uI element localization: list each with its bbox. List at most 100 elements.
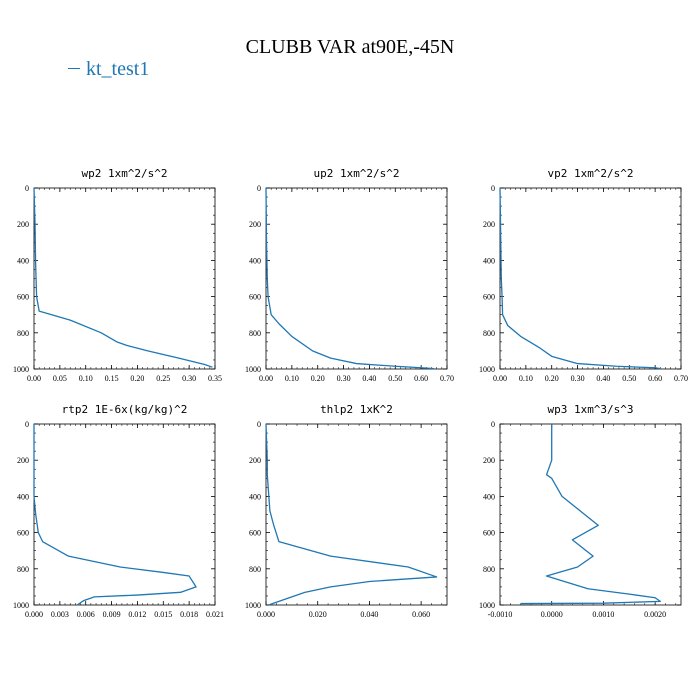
x-tick-label: 0.05 bbox=[53, 374, 67, 383]
y-tick-label: 200 bbox=[483, 220, 495, 229]
plot-frame bbox=[33, 187, 216, 370]
x-tick-label: 0.003 bbox=[51, 610, 69, 619]
x-tick-label: 0.0000 bbox=[541, 610, 563, 619]
page-title: CLUBB VAR at90E,-45N bbox=[245, 36, 455, 58]
x-tick-label: 0.021 bbox=[206, 610, 224, 619]
x-tick-label: -0.0010 bbox=[488, 610, 513, 619]
chart-panel-6: wp3 1xm^3/s^3 0 200 400 600 800 1000-0.0010 0.0… bbox=[479, 403, 682, 619]
x-tick-label: 0.009 bbox=[103, 610, 121, 619]
y-tick-label: 800 bbox=[483, 565, 495, 574]
chart-panel-4: rtp2 1E-6x(kg/kg)^2020040060080010000.00… bbox=[13, 403, 224, 619]
x-tick-label: 0.40 bbox=[596, 374, 610, 383]
legend-line-swatch bbox=[68, 67, 80, 69]
x-tick-label: 0.10 bbox=[79, 374, 93, 383]
chart-title: wp3 1xm^3/s^3 bbox=[547, 403, 633, 416]
y-tick-label: 1000 bbox=[245, 365, 261, 374]
x-tick-label: 0.10 bbox=[519, 374, 533, 383]
series-line-kt_test1 bbox=[33, 424, 197, 606]
x-tick-label: 0.35 bbox=[208, 374, 222, 383]
plot-frame bbox=[499, 423, 682, 606]
x-tick-label: 0.15 bbox=[105, 374, 119, 383]
y-tick-label: 400 bbox=[483, 492, 495, 501]
y-tick-label: 800 bbox=[483, 329, 495, 338]
series-line-kt_test1 bbox=[520, 424, 661, 605]
legend: kt_test1 bbox=[68, 58, 149, 81]
chart-title: rtp2 1E-6x(kg/kg)^2 bbox=[62, 403, 188, 416]
y-tick-label: 800 bbox=[17, 565, 29, 574]
x-tick-label: 0.060 bbox=[412, 610, 430, 619]
legend-label: kt_test1 bbox=[86, 58, 150, 80]
x-tick-label: 0.020 bbox=[309, 610, 327, 619]
y-tick-label: 1000 bbox=[245, 601, 261, 610]
x-tick-label: 0.006 bbox=[77, 610, 95, 619]
y-tick-label: 1000 bbox=[13, 365, 29, 374]
y-tick-label: 0 bbox=[25, 420, 29, 429]
y-tick-label: 0 bbox=[257, 184, 261, 193]
y-tick-label: 600 bbox=[483, 293, 495, 302]
y-tick-label: 400 bbox=[17, 256, 29, 265]
y-tick-label: 600 bbox=[249, 529, 261, 538]
y-tick-label: 200 bbox=[483, 456, 495, 465]
x-tick-label: 0.0020 bbox=[644, 610, 666, 619]
y-tick-label: 1000 bbox=[13, 601, 29, 610]
x-tick-label: 0.040 bbox=[360, 610, 378, 619]
x-tick-label: 0.40 bbox=[362, 374, 376, 383]
y-tick-label: 800 bbox=[17, 329, 29, 338]
y-tick-label: 200 bbox=[249, 220, 261, 229]
plot-frame bbox=[33, 423, 216, 606]
x-tick-label: 0.000 bbox=[25, 610, 43, 619]
chart-title: vp2 1xm^2/s^2 bbox=[547, 167, 633, 180]
y-tick-label: 400 bbox=[483, 256, 495, 265]
x-tick-label: 0.30 bbox=[182, 374, 196, 383]
x-tick-label: 0.018 bbox=[180, 610, 198, 619]
y-tick-label: 1000 bbox=[479, 601, 495, 610]
x-tick-label: 0.00 bbox=[27, 374, 41, 383]
x-tick-label: 0.60 bbox=[414, 374, 428, 383]
plot-frame bbox=[265, 187, 448, 370]
y-tick-label: 600 bbox=[249, 293, 261, 302]
y-tick-label: 0 bbox=[491, 184, 495, 193]
chart-title: up2 1xm^2/s^2 bbox=[313, 167, 399, 180]
x-tick-label: 0.10 bbox=[285, 374, 299, 383]
series-line-kt_test1 bbox=[265, 187, 435, 370]
y-tick-label: 0 bbox=[25, 184, 29, 193]
x-tick-label: 0.00 bbox=[493, 374, 507, 383]
y-tick-label: 400 bbox=[249, 492, 261, 501]
y-tick-label: 0 bbox=[257, 420, 261, 429]
y-tick-label: 600 bbox=[483, 529, 495, 538]
y-tick-label: 800 bbox=[249, 565, 261, 574]
y-tick-label: 400 bbox=[249, 256, 261, 265]
y-tick-label: 200 bbox=[249, 456, 261, 465]
x-tick-label: 0.50 bbox=[388, 374, 402, 383]
x-tick-label: 0.30 bbox=[337, 374, 351, 383]
x-tick-label: 0.30 bbox=[571, 374, 585, 383]
x-tick-label: 0.015 bbox=[154, 610, 172, 619]
y-tick-label: 200 bbox=[17, 220, 29, 229]
x-tick-label: 0.50 bbox=[622, 374, 636, 383]
y-tick-label: 1000 bbox=[479, 365, 495, 374]
y-tick-label: 200 bbox=[17, 456, 29, 465]
y-tick-label: 600 bbox=[17, 293, 29, 302]
plot-frame bbox=[499, 187, 682, 370]
x-tick-label: 0.20 bbox=[311, 374, 325, 383]
x-tick-label: 0.25 bbox=[156, 374, 170, 383]
series-line-kt_test1 bbox=[33, 187, 213, 368]
x-tick-label: 0.20 bbox=[545, 374, 559, 383]
y-tick-label: 800 bbox=[249, 329, 261, 338]
series-line-kt_test1 bbox=[265, 423, 438, 606]
x-tick-label: 0.60 bbox=[648, 374, 662, 383]
chart-title: thlp2 1xK^2 bbox=[320, 403, 393, 416]
x-tick-label: 0.000 bbox=[257, 610, 275, 619]
x-tick-label: 0.0010 bbox=[592, 610, 614, 619]
x-tick-label: 0.20 bbox=[130, 374, 144, 383]
x-tick-label: 0.70 bbox=[440, 374, 454, 383]
y-tick-label: 400 bbox=[17, 492, 29, 501]
series-line-kt_test1 bbox=[499, 187, 661, 370]
x-tick-label: 0.70 bbox=[674, 374, 688, 383]
y-tick-label: 0 bbox=[491, 420, 495, 429]
